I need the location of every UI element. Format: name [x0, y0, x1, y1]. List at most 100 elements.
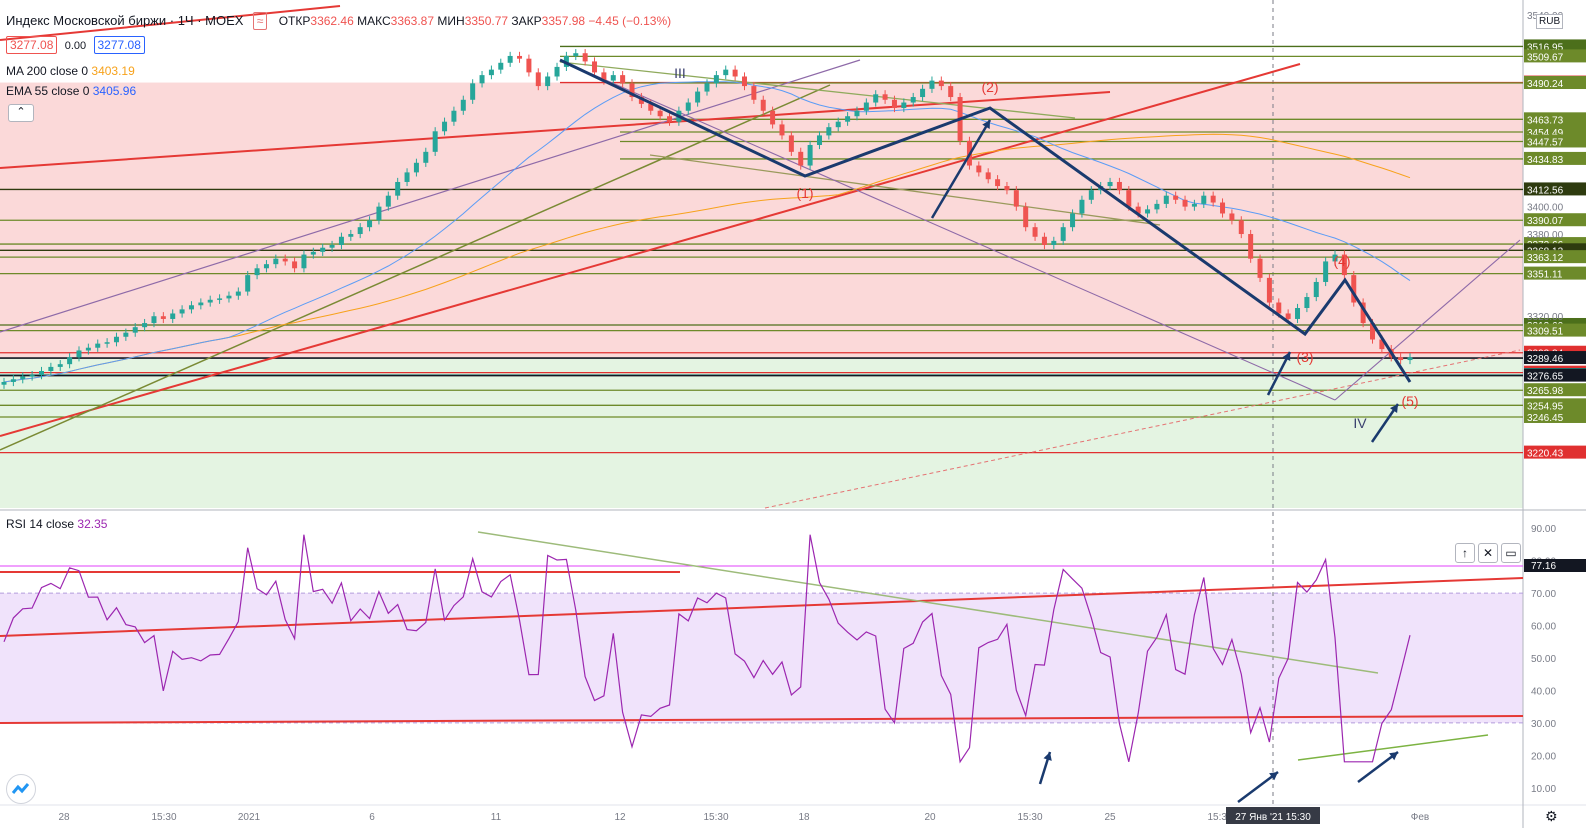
candle-body [1, 381, 7, 385]
rsi-legend[interactable]: RSI 14 close 32.35 [6, 517, 108, 531]
candle-body [760, 99, 766, 111]
compare-button[interactable]: ≈ [252, 12, 268, 30]
candle-body [948, 86, 954, 98]
candle-body [498, 62, 504, 70]
candle-body [282, 258, 288, 262]
ema55-legend[interactable]: EMA 55 close 0 3405.96 [6, 84, 137, 98]
price-label-bg [1524, 409, 1586, 423]
candle-body [582, 53, 588, 62]
rsi-current-label: 77.16 [1531, 561, 1556, 572]
rsi-tick-label: 40.00 [1531, 686, 1556, 697]
candle-body [779, 124, 785, 136]
price-level-label: 3434.83 [1527, 155, 1564, 166]
candle-body [1032, 227, 1038, 237]
candle-body [188, 305, 194, 310]
annotation-arrow [1266, 351, 1292, 396]
candle-body [104, 342, 110, 344]
candle-body [1266, 277, 1272, 303]
settings-gear-icon[interactable]: ⚙ [1545, 808, 1558, 824]
candle-body [1379, 339, 1385, 350]
price-level-label: 3454.49 [1527, 128, 1564, 139]
candle-body [1173, 195, 1179, 200]
price-level-label: 3390.07 [1527, 216, 1564, 227]
candle-body [151, 316, 157, 324]
candle-body [245, 275, 251, 292]
price-label-bg [1524, 250, 1586, 264]
trend-line [649, 154, 1161, 226]
time-tick-label: 15:30 [1207, 812, 1232, 823]
price-level-label: 3490.24 [1527, 79, 1564, 90]
candle-body [638, 97, 644, 104]
candle-body [1210, 195, 1216, 203]
candle-body [685, 102, 691, 111]
candle-body [901, 102, 907, 108]
rsi-trend-line [1297, 734, 1489, 761]
spread-value: 0.00 [64, 40, 87, 52]
candle-body [629, 83, 635, 98]
candle-body [376, 206, 382, 221]
candle-body [338, 236, 344, 245]
price-level-label: 3254.95 [1527, 401, 1564, 412]
price-level-label: 3363.12 [1527, 253, 1564, 264]
collapse-legend-button[interactable]: ⌃ [8, 104, 34, 122]
candle-body [432, 131, 438, 152]
arrowhead [1389, 752, 1398, 761]
candle-body [1360, 302, 1366, 324]
candle-body [807, 144, 813, 166]
arrowhead [1389, 404, 1398, 413]
candle-body [976, 165, 982, 173]
price-label-bg [1524, 151, 1586, 165]
rsi-tick-label: 60.00 [1531, 622, 1556, 633]
price-tick-label: 3380.00 [1527, 230, 1564, 241]
candle-body [732, 69, 738, 77]
time-tick-label: 20 [924, 812, 936, 823]
candle-body [535, 72, 541, 87]
candle-body [470, 83, 476, 100]
tradingview-logo-icon[interactable] [6, 774, 36, 804]
rsi-red-line [0, 715, 1524, 724]
buy-price-button[interactable]: 3277.08 [93, 36, 145, 54]
candle-body [179, 309, 185, 314]
symbol-legend: Индекс Московской биржи · 1Ч · MOEX ≈ ОТ… [6, 12, 671, 30]
candle-body [1191, 203, 1197, 207]
candle-body [1257, 258, 1263, 278]
candle-body [395, 181, 401, 196]
candle-body [142, 323, 148, 328]
candle-body [413, 162, 419, 173]
candle-body [517, 55, 523, 59]
price-change: −4.45 (−0.13%) [588, 14, 672, 28]
rsi-tick-label: 50.00 [1531, 654, 1556, 665]
arrowhead [1269, 772, 1278, 781]
candle-body [367, 220, 373, 228]
rsi-band [0, 593, 1523, 723]
price-label-bg [1524, 213, 1586, 227]
candle-body [423, 151, 429, 163]
sell-price-button[interactable]: 3277.08 [6, 36, 58, 54]
candle-body [929, 80, 935, 89]
ma200-legend[interactable]: MA 200 close 0 3403.19 [6, 64, 135, 78]
price-label-bg [1524, 266, 1586, 280]
candle-body [1332, 254, 1338, 262]
candle-body [713, 75, 719, 84]
candle-body [310, 251, 316, 255]
symbol-title[interactable]: Индекс Московской биржи · 1Ч · MOEX [6, 13, 244, 28]
candle-body [788, 135, 794, 152]
wave-label: (1) [796, 185, 813, 201]
candle-body [704, 83, 710, 92]
candle-body [48, 366, 54, 372]
candle-body [460, 99, 466, 111]
price-label-bg [1524, 351, 1586, 365]
wave-label: (4) [1333, 253, 1350, 269]
candle-body [1285, 313, 1291, 319]
candle-body [1276, 302, 1282, 314]
move-pane-up-button[interactable]: ↑ [1455, 543, 1475, 563]
up-arrow-icon: ↑ [1462, 546, 1468, 560]
close-pane-button[interactable]: ✕ [1478, 543, 1498, 563]
candle-body [1135, 206, 1141, 214]
maximize-pane-button[interactable]: ▭ [1501, 543, 1521, 563]
arrowhead [1043, 752, 1052, 761]
candle-body [920, 88, 926, 98]
candle-body [826, 127, 832, 136]
currency-label[interactable]: RUB [1536, 14, 1564, 29]
